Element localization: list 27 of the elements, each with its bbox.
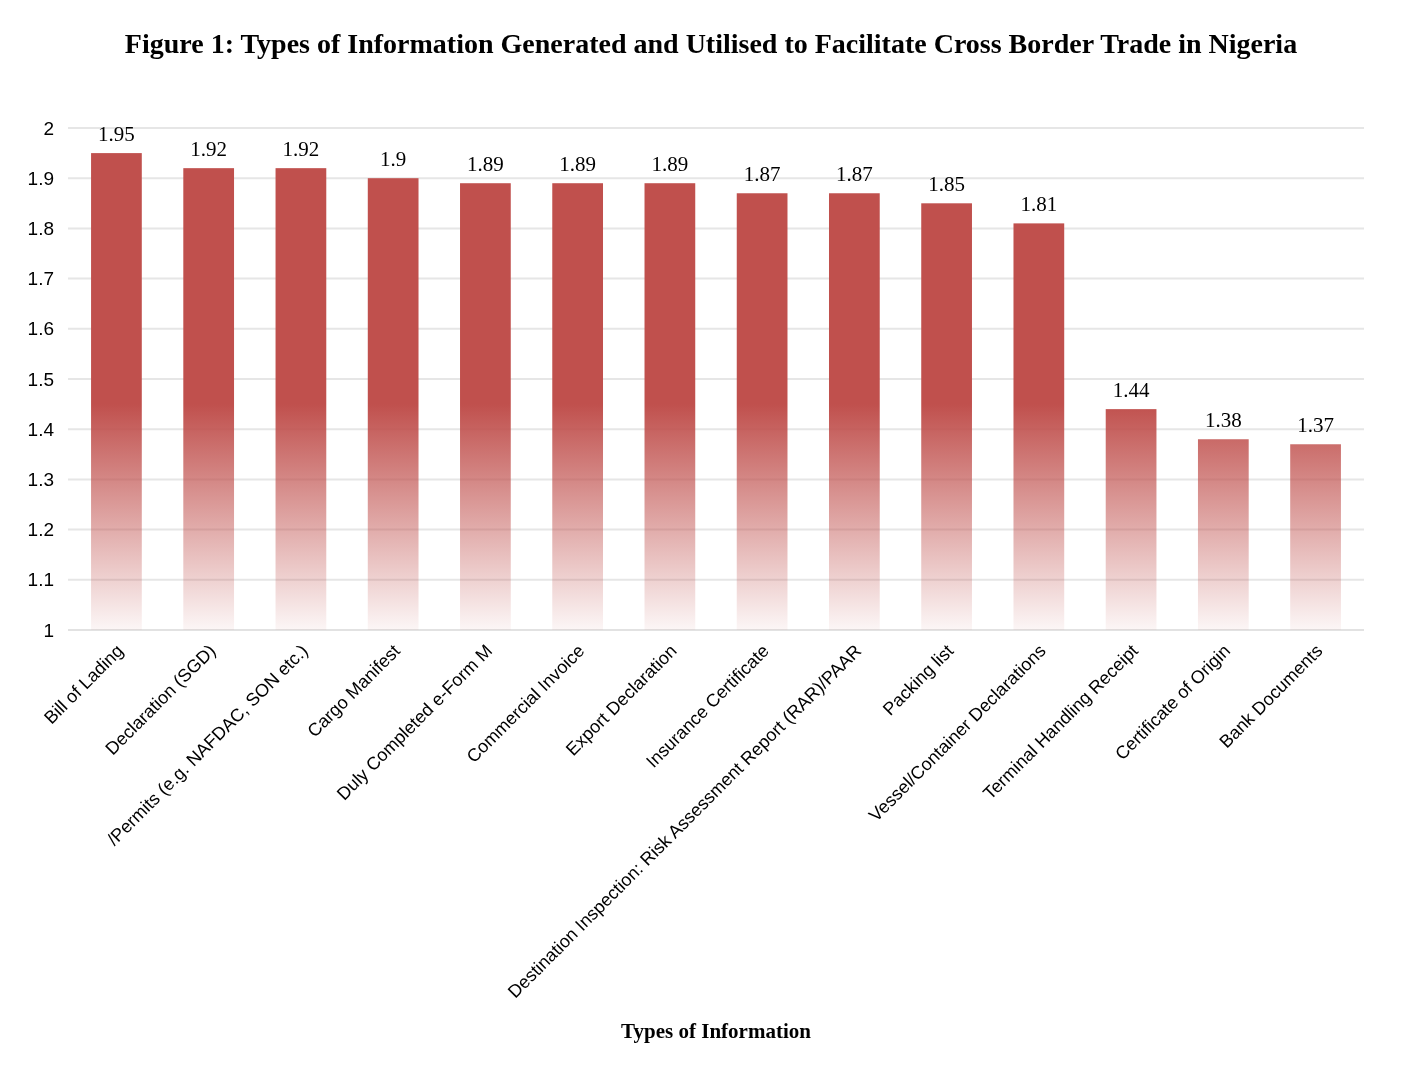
y-tick-label: 1.2: [27, 519, 54, 541]
y-tick-label: 1.5: [27, 368, 54, 390]
data-label: 1.38: [1204, 408, 1242, 433]
y-tick-label: 1.1: [27, 569, 54, 591]
y-tick-label: 1.3: [27, 469, 54, 491]
data-label: 1.87: [835, 162, 873, 187]
data-label: 1.81: [1020, 192, 1058, 217]
data-label: 1.44: [1112, 378, 1150, 403]
data-label: 1.92: [190, 137, 228, 162]
chart-title: Figure 1: Types of Information Generated and Utilised to Facilitate Cross Border Trade in Nigeria: [124, 28, 1298, 59]
y-tick-label: 1.8: [27, 218, 54, 240]
data-label: 1.89: [467, 152, 504, 177]
y-tick-label: 1.7: [27, 268, 54, 290]
y-tick-label: 1: [43, 619, 54, 641]
x-axis-title: Types of Information: [621, 1019, 812, 1043]
data-label: 1.89: [559, 152, 597, 177]
data-label: 1.37: [1297, 413, 1334, 438]
y-tick-label: 1.6: [27, 318, 54, 340]
data-label: 1.85: [928, 172, 965, 197]
y-tick-label: 1.9: [27, 167, 54, 189]
data-label: 1.89: [651, 152, 689, 177]
data-label: 1.95: [98, 122, 135, 147]
data-label: 1.87: [743, 162, 781, 187]
y-tick-label: 2: [43, 117, 54, 139]
data-label: 1.9: [380, 147, 407, 172]
data-label: 1.92: [282, 137, 320, 162]
y-tick-label: 1.4: [27, 418, 55, 440]
